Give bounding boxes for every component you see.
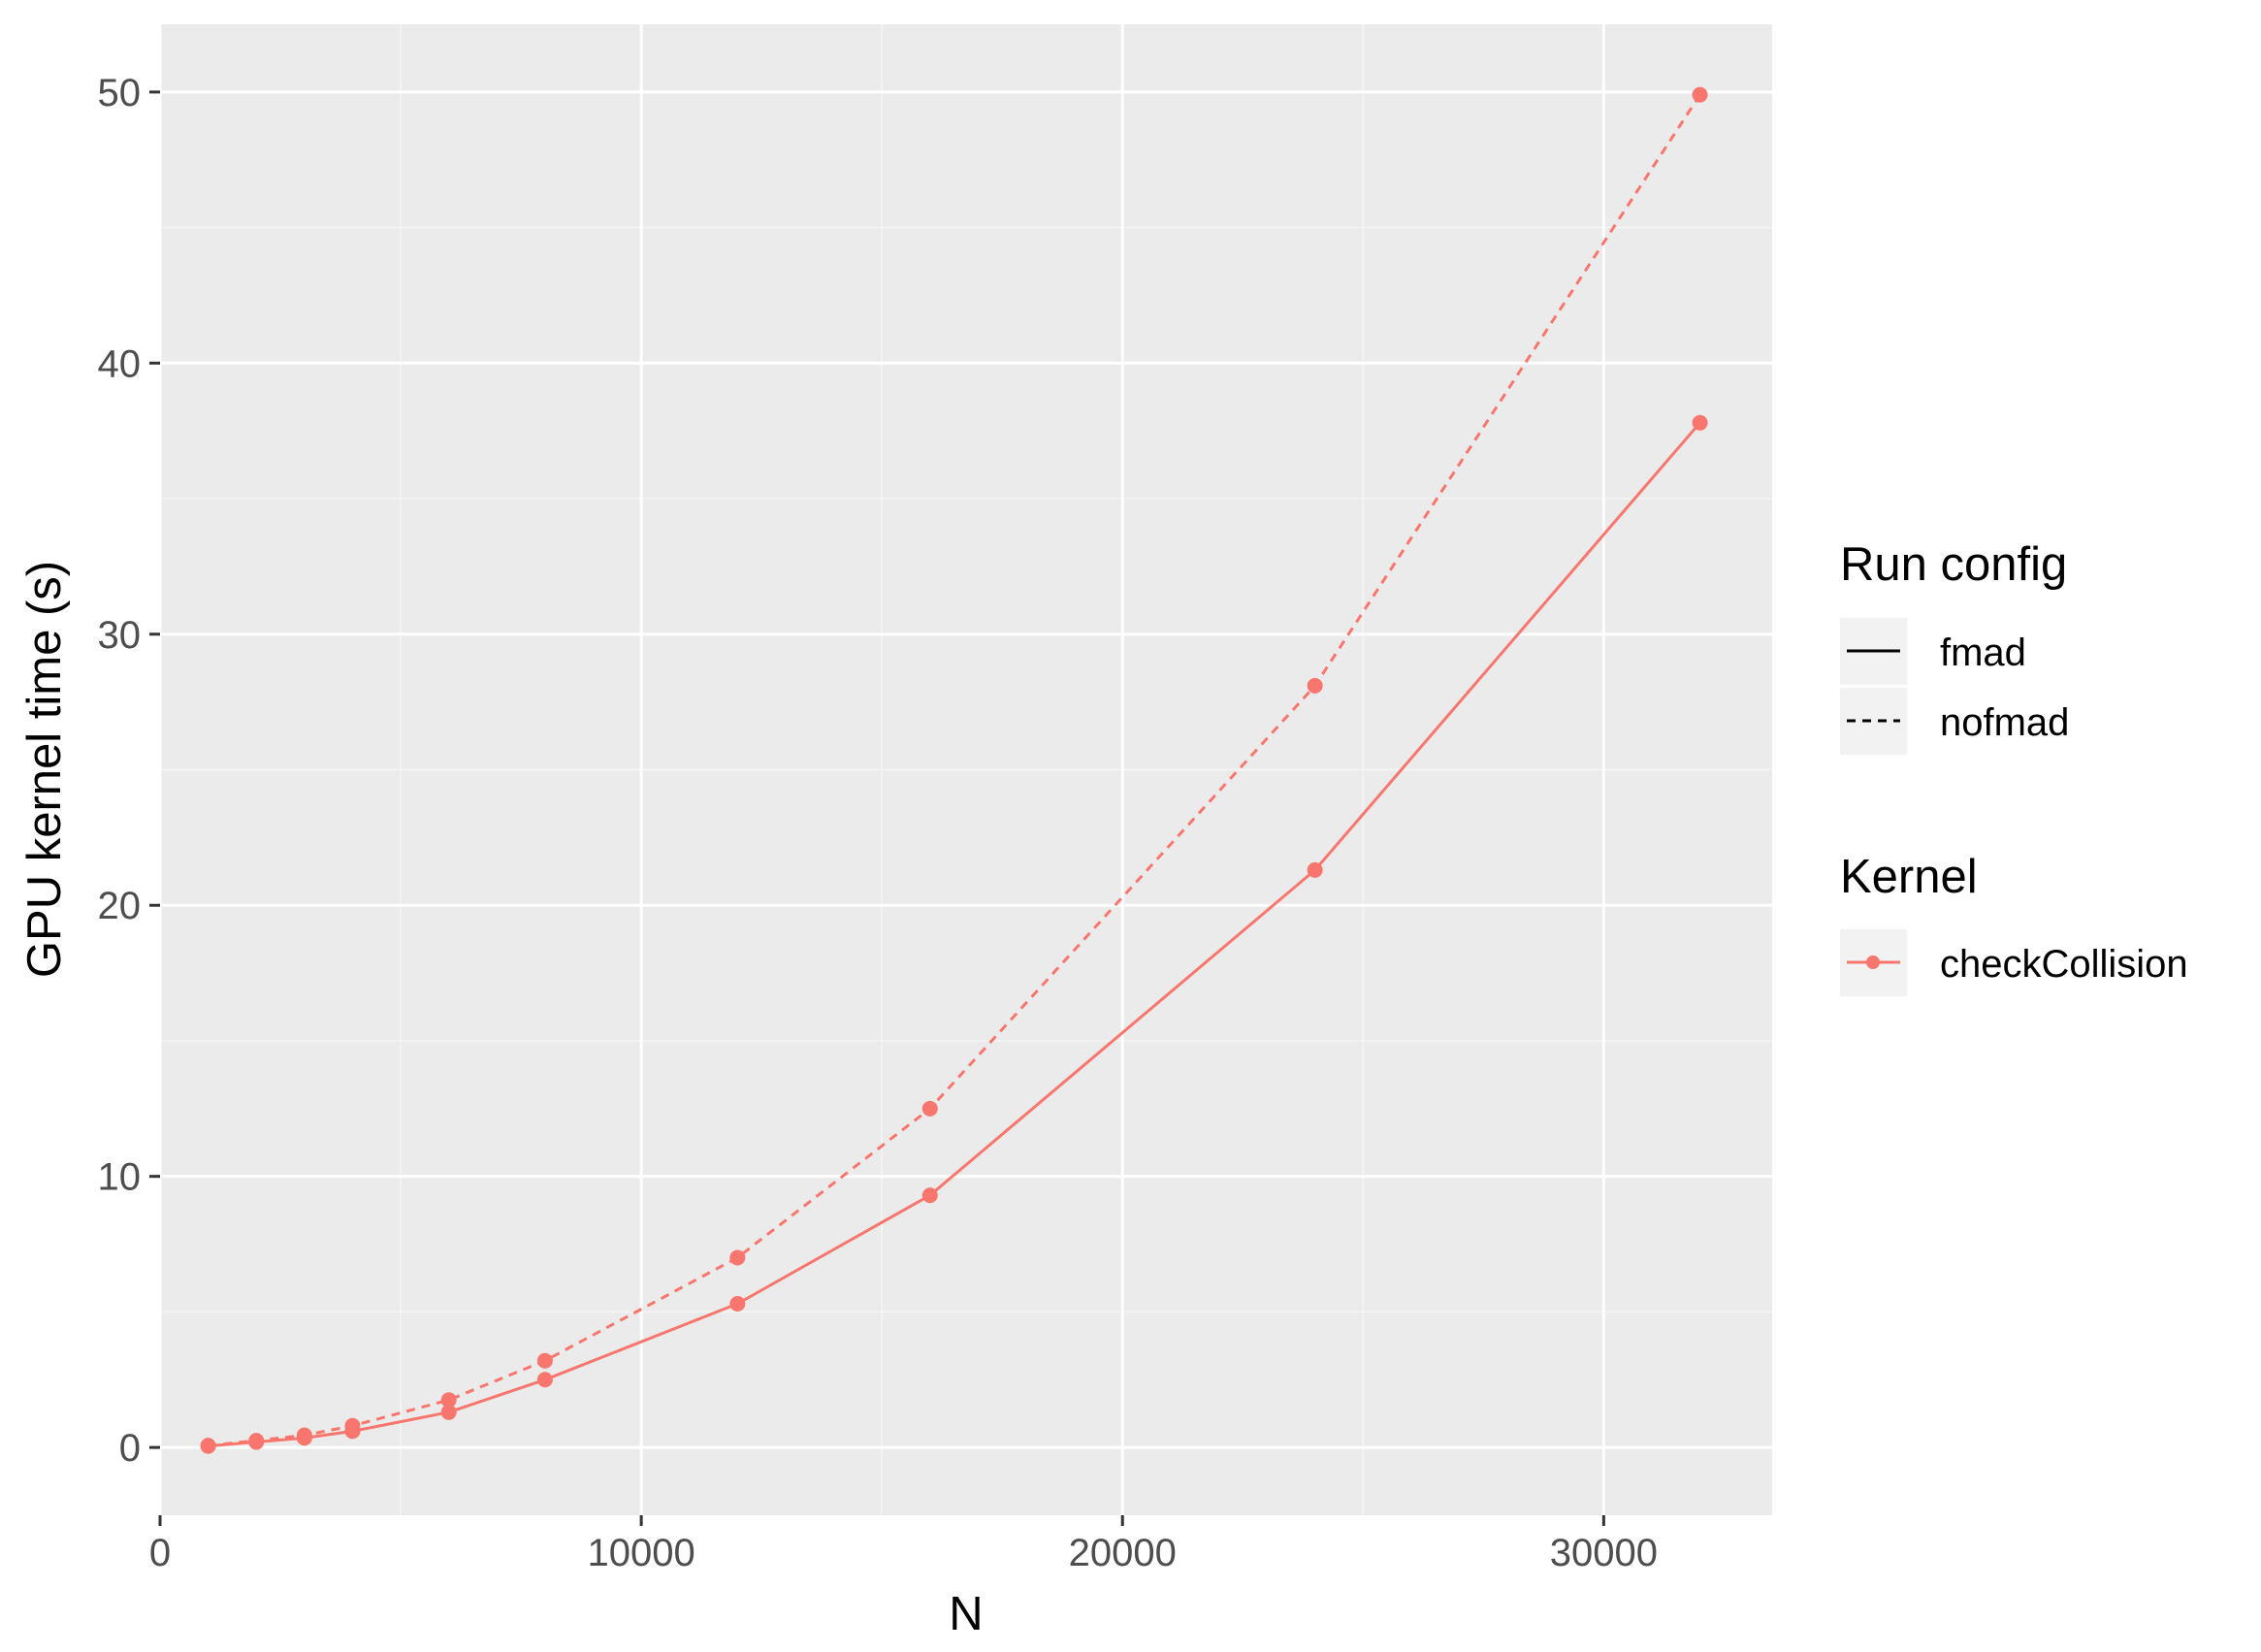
- x-tick-label: 20000: [1069, 1532, 1177, 1574]
- y-tick-label: 30: [98, 614, 142, 657]
- grid-minor: [160, 24, 1772, 1515]
- y-tick-label: 40: [98, 342, 142, 385]
- data-point-fmad: [1307, 861, 1323, 878]
- data-point-nofmad: [248, 1433, 265, 1449]
- y-tick-label: 10: [98, 1156, 142, 1199]
- data-point-nofmad: [1692, 86, 1708, 103]
- legend-title-kernel: Kernel: [1840, 851, 1978, 903]
- data-point-fmad: [440, 1404, 457, 1420]
- y-tick-label: 0: [119, 1427, 141, 1470]
- data-point-fmad: [921, 1187, 938, 1204]
- x-axis: 0 10000 20000 30000: [149, 1515, 1658, 1574]
- y-axis: 0 10 20 30 40 50: [98, 72, 160, 1470]
- series-layer: [200, 86, 1708, 1454]
- data-point-nofmad: [200, 1438, 216, 1454]
- legend-title-run-config: Run config: [1840, 538, 2067, 591]
- data-point-nofmad: [440, 1392, 457, 1409]
- series-line-fmad: [208, 421, 1701, 1448]
- x-axis-title: N: [949, 1588, 983, 1640]
- legend-point-checkcollision: [1866, 956, 1880, 969]
- x-tick-label: 0: [149, 1532, 171, 1574]
- y-tick-label: 20: [98, 885, 142, 927]
- data-point-nofmad: [344, 1417, 361, 1434]
- data-point-nofmad: [729, 1249, 746, 1266]
- y-tick-label: 50: [98, 72, 142, 114]
- data-point-nofmad: [536, 1352, 553, 1369]
- data-point-nofmad: [1307, 677, 1323, 694]
- series-line-nofmad: [208, 93, 1701, 1447]
- y-axis-title: GPU kernel time (s): [18, 561, 71, 978]
- legend-label-nofmad: nofmad: [1940, 701, 2069, 744]
- x-tick-label: 30000: [1550, 1532, 1658, 1574]
- legend-label-fmad: fmad: [1940, 632, 2026, 674]
- grid-major: [158, 24, 1772, 1515]
- data-point-nofmad: [296, 1427, 312, 1443]
- legend-label-checkcollision: checkCollision: [1940, 943, 2188, 986]
- data-point-fmad: [536, 1372, 553, 1388]
- x-tick-label: 10000: [588, 1532, 695, 1574]
- data-point-fmad: [729, 1296, 746, 1312]
- legend: Run config fmad nofmad Kernel checkColli…: [1840, 538, 2188, 996]
- data-point-nofmad: [921, 1100, 938, 1117]
- data-point-fmad: [1692, 414, 1708, 431]
